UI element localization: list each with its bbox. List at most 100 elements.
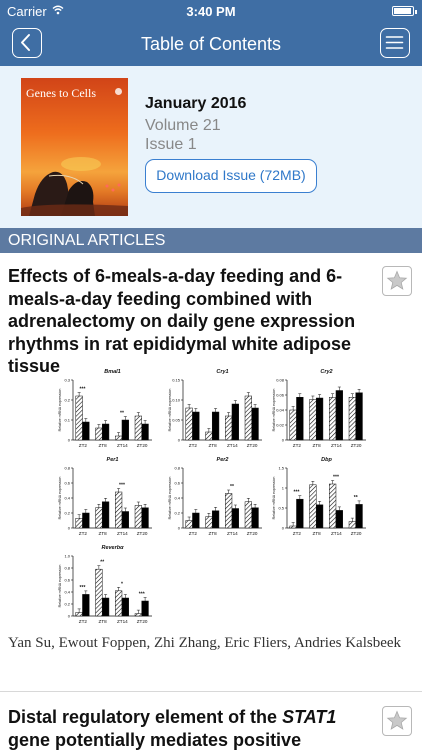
bookmark-button-2[interactable] xyxy=(382,706,412,736)
panel-y-tick-label: 0.10 xyxy=(172,398,181,403)
bar-control xyxy=(289,525,297,529)
panel-y-tick-label: 0.2 xyxy=(64,398,70,403)
cover-issue-dot xyxy=(115,88,122,95)
panel-gene-label: Dbp xyxy=(321,457,332,463)
bar-control xyxy=(289,409,297,441)
article-authors: Yan Su, Ewout Foppen, Zhi Zhang, Eric Fl… xyxy=(8,635,402,651)
panel-y-axis-label: Relative mRNA expression xyxy=(168,389,172,432)
page-title: Table of Contents xyxy=(140,34,282,54)
panel-y-axis-label: Relative mRNA expression xyxy=(58,477,62,520)
bar-treatment xyxy=(141,423,149,441)
bar-treatment xyxy=(211,510,220,529)
bar-control xyxy=(309,484,317,529)
significance-marker: * xyxy=(121,581,123,587)
bar-treatment xyxy=(251,507,259,529)
panel-y-tick-label: 0.4 xyxy=(174,496,180,501)
list-divider xyxy=(0,691,422,692)
bar-treatment xyxy=(121,511,129,529)
bar-control xyxy=(205,431,213,441)
bar-treatment xyxy=(355,504,363,529)
bar-control xyxy=(205,516,213,529)
bar-treatment xyxy=(192,512,200,529)
bar-treatment xyxy=(141,600,149,617)
panel-x-tick-label: ZT2 xyxy=(79,619,88,624)
bar-control xyxy=(115,590,123,617)
bar-control xyxy=(309,399,317,441)
panel-y-tick-label: 0.4 xyxy=(64,496,70,501)
article-title[interactable]: Effects of 6-meals-a-day feeding and 6-m… xyxy=(8,266,356,376)
significance-marker: ** xyxy=(230,484,234,490)
menu-button[interactable] xyxy=(380,28,410,58)
star-icon xyxy=(386,710,408,730)
panel-y-tick-label: 0 xyxy=(178,526,181,531)
back-button[interactable] xyxy=(12,28,42,58)
panel-x-tick-label: ZT14 xyxy=(331,531,342,536)
significance-marker: *** xyxy=(294,490,300,496)
bar-treatment xyxy=(141,507,149,529)
significance-marker: *** xyxy=(333,475,339,481)
panel-x-tick-label: ZT20 xyxy=(247,531,258,536)
battery-icon xyxy=(392,6,417,16)
panel-gene-label: Per1 xyxy=(107,457,119,463)
panel-x-tick-label: ZT20 xyxy=(351,443,362,448)
bar-treatment xyxy=(231,403,239,441)
panel-gene-label: Cry1 xyxy=(216,369,228,375)
bar-control xyxy=(95,568,103,617)
bar-treatment xyxy=(355,392,363,441)
panel-y-tick-label: 0.8 xyxy=(174,466,180,471)
download-issue-button[interactable]: Download Issue (72MB) xyxy=(145,159,317,193)
significance-marker: ** xyxy=(100,560,104,566)
chevron-left-icon xyxy=(21,34,30,51)
bar-control xyxy=(244,395,252,441)
section-header: ORIGINAL ARTICLES xyxy=(0,228,422,253)
panel-y-tick-label: 0 xyxy=(178,438,181,443)
bookmark-button[interactable] xyxy=(382,266,412,296)
star-icon xyxy=(386,270,408,290)
significance-marker: ** xyxy=(354,495,358,501)
panel-x-tick-label: ZT20 xyxy=(137,619,148,624)
bar-treatment xyxy=(101,423,110,441)
bar-control xyxy=(75,518,83,529)
panel-x-tick-label: ZT20 xyxy=(351,531,362,536)
panel-gene-label: Per2 xyxy=(217,457,229,463)
panel-x-tick-label: ZT14 xyxy=(117,531,128,536)
bar-treatment xyxy=(335,510,343,529)
article-title-2[interactable]: Distal regulatory element of the STAT1 g… xyxy=(8,706,372,751)
bar-treatment xyxy=(211,411,220,441)
panel-x-tick-label: ZT14 xyxy=(227,443,238,448)
panel-y-tick-label: 0.06 xyxy=(276,393,285,398)
wifi-icon xyxy=(52,5,64,15)
bar-treatment xyxy=(121,597,129,617)
panel-x-tick-label: ZT14 xyxy=(227,531,238,536)
panel-y-tick-label: 0.08 xyxy=(276,378,285,383)
panel-y-tick-label: 1.5 xyxy=(278,466,284,471)
article-title-2-part2: gene potentially mediates positive xyxy=(8,729,302,750)
issue-number: Issue 1 xyxy=(145,136,197,153)
bar-control xyxy=(348,521,356,529)
bar-control xyxy=(134,613,142,617)
bar-treatment xyxy=(82,421,90,441)
article-title-2-gene: STAT1 xyxy=(282,707,337,727)
bar-control xyxy=(115,435,123,441)
navigation-bar: Table of Contents xyxy=(0,22,422,66)
panel-x-tick-label: ZT2 xyxy=(293,443,302,448)
issue-cover-image[interactable]: Genes to Cells xyxy=(21,78,128,216)
panel-y-tick-label: 0.4 xyxy=(64,590,70,595)
significance-marker: *** xyxy=(119,483,125,489)
panel-y-tick-label: 0 xyxy=(282,526,285,531)
panel-y-tick-label: 0.15 xyxy=(172,378,181,383)
bar-control xyxy=(75,612,83,617)
panel-y-tick-label: 0 xyxy=(282,438,285,443)
panel-y-tick-label: 0.8 xyxy=(64,566,70,571)
bar-treatment xyxy=(315,397,324,441)
bar-control xyxy=(348,397,356,441)
panel-x-tick-label: ZT14 xyxy=(331,443,342,448)
bar-control xyxy=(244,501,252,529)
bar-treatment xyxy=(121,419,129,441)
bar-treatment xyxy=(231,508,239,529)
panel-x-tick-label: ZT8 xyxy=(313,443,322,448)
panel-y-tick-label: 0.6 xyxy=(174,481,180,486)
significance-marker: ** xyxy=(120,411,124,417)
cover-title: Genes to Cells xyxy=(26,86,96,100)
